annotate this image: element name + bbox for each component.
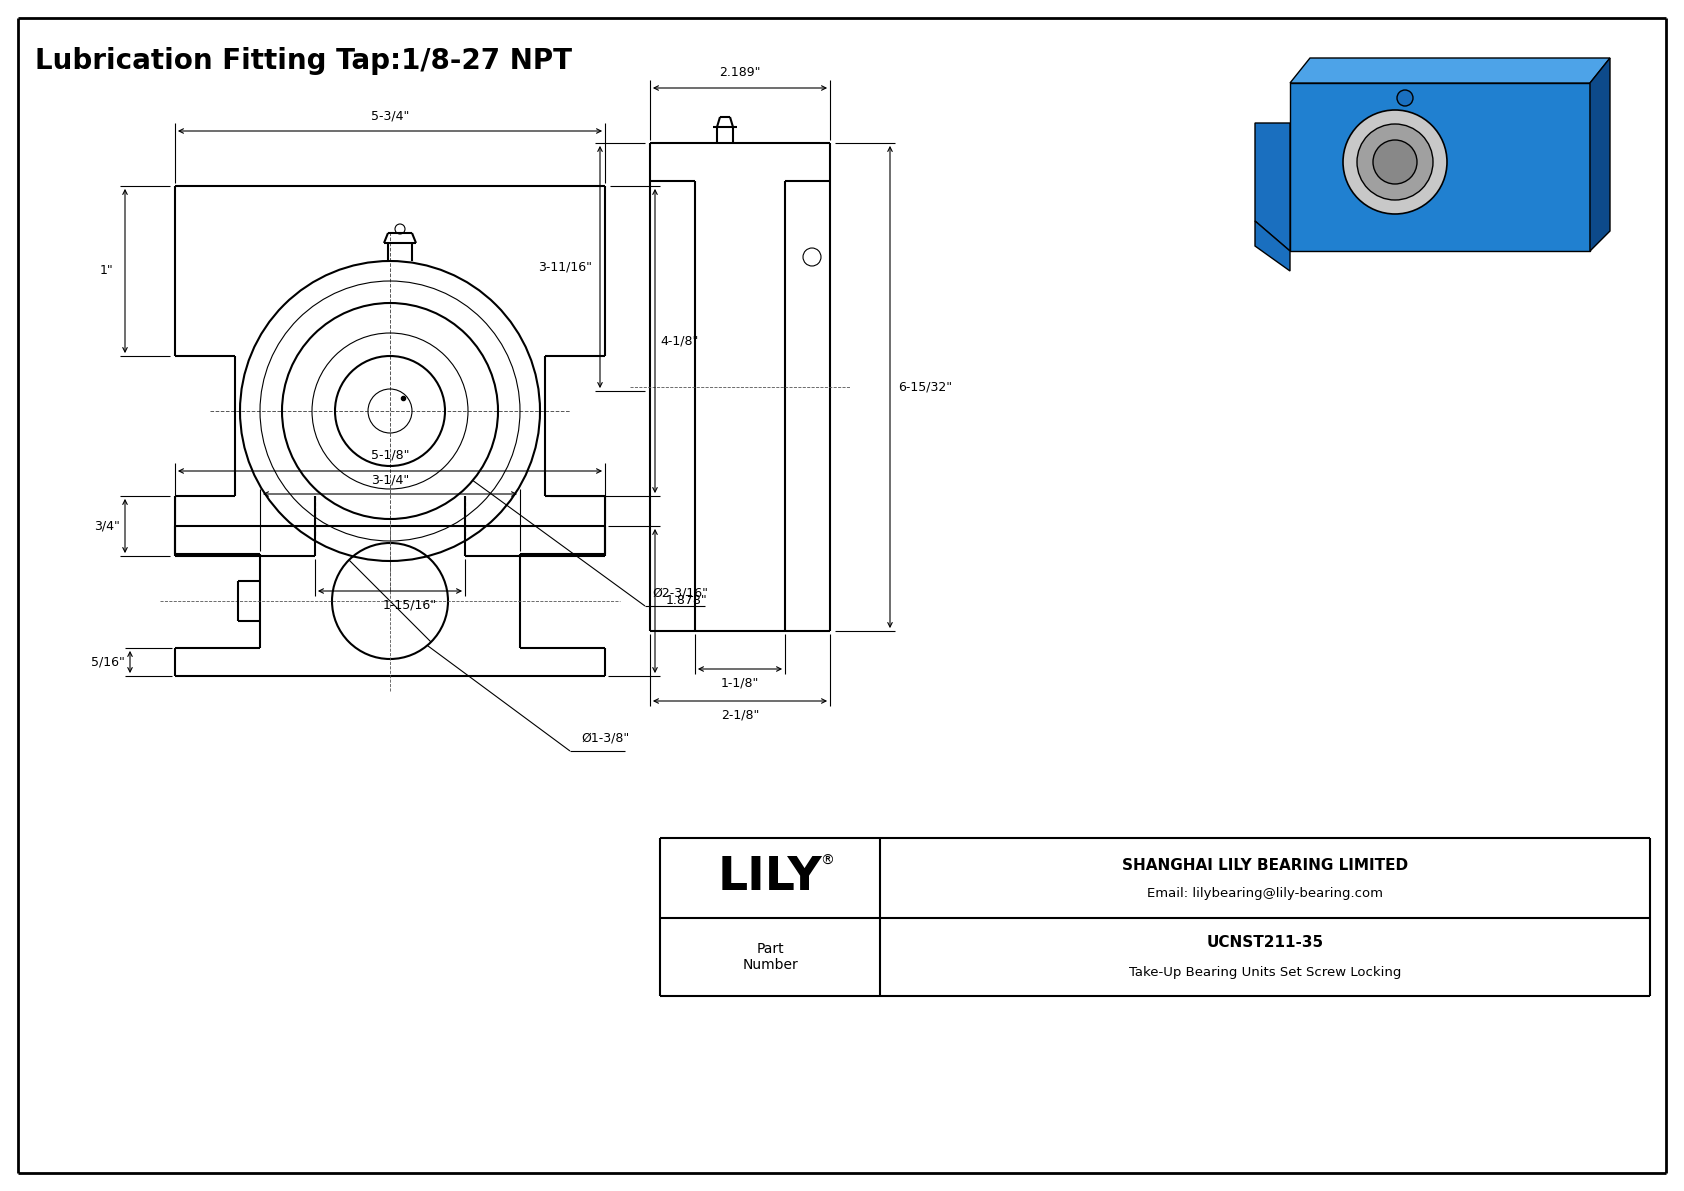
Text: 1.878": 1.878" <box>667 594 707 607</box>
Polygon shape <box>1290 83 1590 251</box>
Text: 2-1/8": 2-1/8" <box>721 709 759 722</box>
Text: Take-Up Bearing Units Set Screw Locking: Take-Up Bearing Units Set Screw Locking <box>1128 966 1401 979</box>
Text: 4-1/8": 4-1/8" <box>660 335 699 348</box>
Text: Part
Number: Part Number <box>743 942 798 972</box>
Text: ®: ® <box>820 854 834 867</box>
Text: 5/16": 5/16" <box>91 655 125 668</box>
Text: 1": 1" <box>99 264 115 278</box>
Polygon shape <box>1255 123 1290 251</box>
Text: 5-1/8": 5-1/8" <box>370 449 409 461</box>
Circle shape <box>1372 141 1416 183</box>
Text: 6-15/32": 6-15/32" <box>898 380 951 393</box>
Text: UCNST211-35: UCNST211-35 <box>1206 935 1324 950</box>
Text: 5-3/4": 5-3/4" <box>370 110 409 123</box>
Circle shape <box>1357 124 1433 200</box>
Polygon shape <box>1590 58 1610 251</box>
Polygon shape <box>1290 58 1610 83</box>
Polygon shape <box>1255 222 1290 272</box>
Text: Lubrication Fitting Tap:1/8-27 NPT: Lubrication Fitting Tap:1/8-27 NPT <box>35 46 573 75</box>
Text: LILY: LILY <box>717 855 822 900</box>
Text: Ø1-3/8": Ø1-3/8" <box>581 731 630 744</box>
Circle shape <box>1344 110 1447 214</box>
Text: SHANGHAI LILY BEARING LIMITED: SHANGHAI LILY BEARING LIMITED <box>1122 859 1408 873</box>
Text: 3-11/16": 3-11/16" <box>537 261 593 274</box>
Text: 3-1/4": 3-1/4" <box>370 474 409 486</box>
Text: Email: lilybearing@lily-bearing.com: Email: lilybearing@lily-bearing.com <box>1147 887 1383 900</box>
Circle shape <box>1398 91 1413 106</box>
Text: 2.189": 2.189" <box>719 66 761 79</box>
Text: 1-15/16": 1-15/16" <box>382 599 438 611</box>
Text: 1-1/8": 1-1/8" <box>721 676 759 690</box>
Text: Ø2-3/16": Ø2-3/16" <box>652 586 707 599</box>
Text: 3/4": 3/4" <box>94 519 120 532</box>
